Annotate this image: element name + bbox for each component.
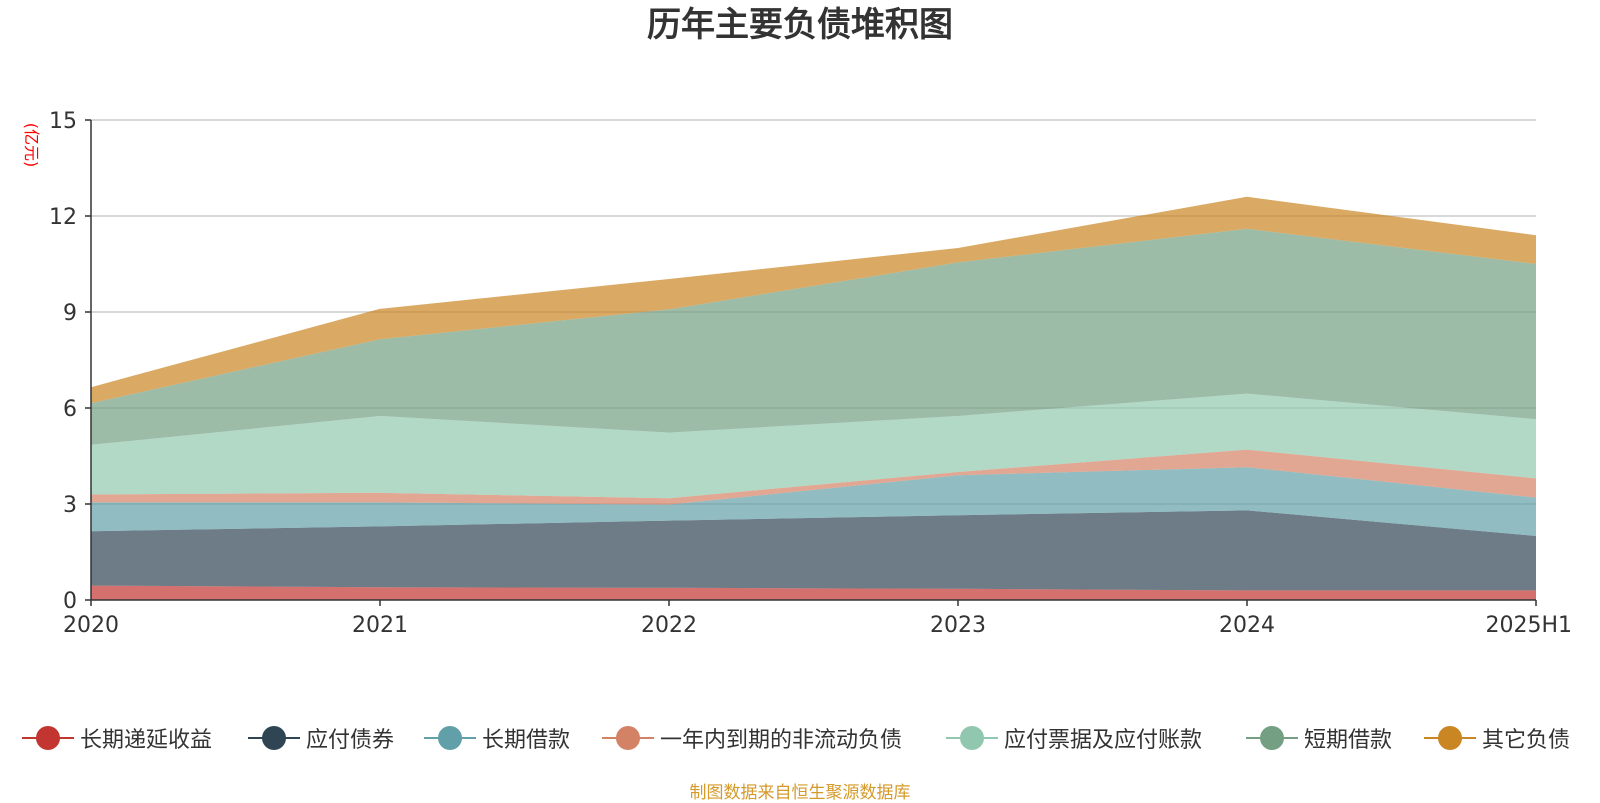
legend-marker-icon [22, 718, 74, 758]
area-series-4 [91, 449, 1536, 505]
legend-label: 应付债券 [306, 728, 395, 753]
legend-item[interactable]: 长期递延收益 [22, 718, 212, 758]
chart-title: 历年主要负债堆积图 [647, 5, 953, 45]
area-series-7 [91, 196, 1536, 404]
legend-item[interactable]: 一年内到期的非流动负债 [602, 718, 902, 758]
legend-item[interactable]: 长期借款 [424, 718, 570, 758]
area-series-1 [91, 585, 1536, 600]
legend-marker-icon [602, 718, 654, 758]
axes: 0 3 6 9 12 15 2020 2021 2022 2023 2024 2025H1 [49, 109, 1572, 638]
chart-legend: 长期递延收益 应付债券 长期借款 一年内到期的非流动负债 应付票据及应付账款 短期借款 其它… [0, 718, 1600, 758]
legend-label: 应付票据及应付账款 [1004, 728, 1203, 753]
legend-marker-icon [1424, 718, 1476, 758]
area-series-5 [91, 393, 1536, 499]
x-tick-label: 2024 [1219, 613, 1275, 638]
area-series-2 [91, 510, 1536, 591]
x-tick-label: 2020 [63, 613, 119, 638]
legend-item[interactable]: 短期借款 [1246, 718, 1392, 758]
y-tick-label: 6 [63, 397, 77, 422]
legend-label: 短期借款 [1304, 728, 1393, 753]
x-tick-label: 2022 [641, 613, 697, 638]
x-tick-label: 2021 [352, 613, 408, 638]
legend-marker-icon [248, 718, 300, 758]
y-tick-label: 15 [49, 109, 77, 134]
y-tick-label: 9 [63, 301, 77, 326]
legend-marker-icon [1246, 718, 1298, 758]
x-tick-label: 2025H1 [1485, 613, 1572, 638]
area-series-3 [91, 467, 1536, 536]
y-tick-label: 3 [63, 493, 77, 518]
y-tick-label: 0 [63, 589, 77, 614]
legend-marker-icon [946, 718, 998, 758]
legend-item[interactable]: 其它负债 [1424, 718, 1570, 758]
source-note: 制图数据来自恒生聚源数据库 [689, 783, 911, 803]
legend-item[interactable]: 应付债券 [248, 718, 394, 758]
legend-label: 长期递延收益 [80, 728, 213, 753]
legend-marker-icon [424, 718, 476, 758]
legend-label: 长期借款 [482, 728, 571, 753]
legend-label: 其它负债 [1482, 728, 1571, 753]
y-tick-label: 12 [49, 205, 77, 230]
y-axis-unit-label: (亿元) [22, 123, 41, 168]
x-tick-label: 2023 [930, 613, 986, 638]
area-series-6 [91, 228, 1536, 445]
legend-label: 一年内到期的非流动负债 [660, 728, 903, 753]
legend-item[interactable]: 应付票据及应付账款 [946, 718, 1202, 758]
area-series [91, 196, 1536, 600]
